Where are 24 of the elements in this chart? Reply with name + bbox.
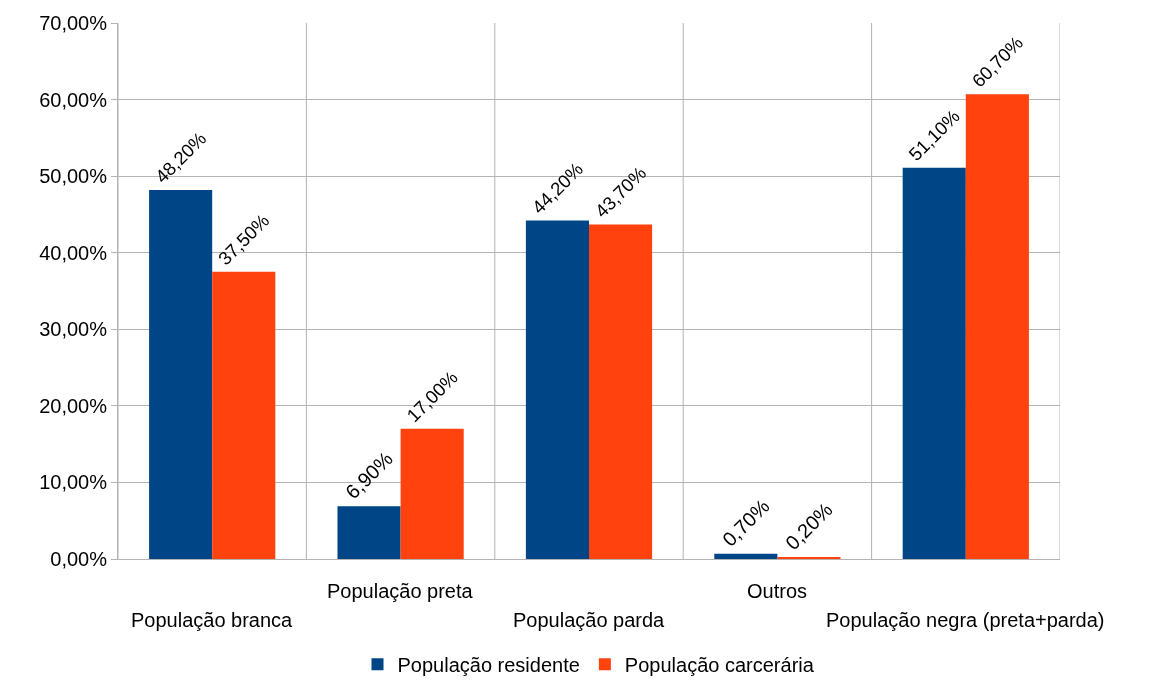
bar	[902, 167, 966, 559]
y-tick-label: 50,00%	[39, 165, 108, 188]
bar	[149, 189, 213, 559]
bar	[400, 428, 464, 559]
y-tick-label: 40,00%	[39, 241, 108, 264]
bar	[714, 553, 778, 559]
y-tick-label: 60,00%	[39, 88, 108, 111]
x-tick-label: População preta	[327, 580, 474, 602]
legend-label: População residente	[397, 654, 580, 677]
bar	[525, 220, 589, 559]
bar	[965, 94, 1029, 559]
x-tick-label: População negra (preta+parda)	[826, 609, 1105, 631]
x-tick-label: Outros	[747, 580, 808, 602]
y-tick-label: 10,00%	[39, 471, 108, 494]
x-tick-label: População branca	[131, 609, 294, 631]
legend-label: População carcerária	[624, 654, 815, 677]
bar	[337, 506, 401, 559]
y-tick-label: 20,00%	[39, 394, 108, 417]
y-tick-label: 70,00%	[39, 12, 108, 34]
bar	[589, 224, 653, 559]
x-tick-label: População parda	[513, 609, 666, 631]
bar	[212, 271, 276, 559]
y-tick-label: 30,00%	[39, 318, 108, 341]
y-tick-label: 0,00%	[50, 548, 108, 570]
